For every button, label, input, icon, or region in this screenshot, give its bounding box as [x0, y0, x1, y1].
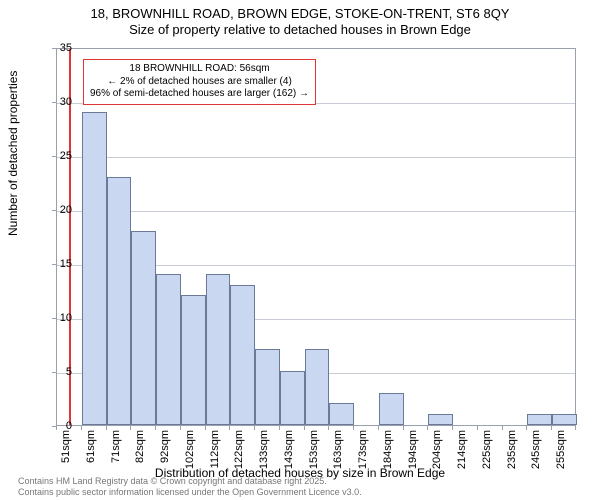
- x-tick-mark: [427, 426, 428, 430]
- footer-line-1: Contains HM Land Registry data © Crown c…: [18, 476, 362, 487]
- footer-line-2: Contains public sector information licen…: [18, 487, 362, 498]
- x-tick-mark: [229, 426, 230, 430]
- x-tick-label: 122sqm: [233, 430, 245, 469]
- histogram-bar: [82, 112, 107, 425]
- annotation-line-1: 18 BROWNHILL ROAD: 56sqm: [90, 63, 309, 76]
- histogram-bar: [131, 231, 156, 425]
- x-tick-mark: [551, 426, 552, 430]
- y-tick-mark: [52, 210, 56, 211]
- histogram-bar: [230, 285, 255, 425]
- x-tick-mark: [254, 426, 255, 430]
- x-tick-mark: [378, 426, 379, 430]
- x-tick-mark: [304, 426, 305, 430]
- x-tick-label: 245sqm: [530, 430, 542, 469]
- gridline: [57, 157, 575, 158]
- x-tick-mark: [155, 426, 156, 430]
- plot-area: 18 BROWNHILL ROAD: 56sqm ← 2% of detache…: [56, 48, 576, 426]
- y-tick-mark: [52, 372, 56, 373]
- x-tick-mark: [279, 426, 280, 430]
- x-tick-mark: [130, 426, 131, 430]
- x-tick-label: 153sqm: [308, 430, 320, 469]
- gridline: [57, 211, 575, 212]
- histogram-bar: [379, 393, 404, 425]
- x-tick-label: 61sqm: [85, 430, 97, 463]
- x-tick-label: 112sqm: [209, 430, 221, 468]
- footer-text: Contains HM Land Registry data © Crown c…: [18, 476, 362, 498]
- x-tick-mark: [403, 426, 404, 430]
- x-tick-mark: [477, 426, 478, 430]
- y-tick-mark: [52, 264, 56, 265]
- x-tick-label: 214sqm: [456, 430, 468, 469]
- annotation-line-2: ← 2% of detached houses are smaller (4): [90, 76, 309, 89]
- x-tick-label: 173sqm: [357, 430, 369, 469]
- x-tick-mark: [56, 426, 57, 430]
- x-tick-mark: [353, 426, 354, 430]
- histogram-bar: [305, 349, 330, 425]
- annotation-line-3: 96% of semi-detached houses are larger (…: [90, 88, 309, 101]
- x-tick-label: 255sqm: [555, 430, 567, 469]
- x-tick-label: 92sqm: [159, 430, 171, 463]
- title-line-2: Size of property relative to detached ho…: [0, 22, 600, 38]
- x-tick-mark: [180, 426, 181, 430]
- x-tick-label: 143sqm: [283, 430, 295, 469]
- y-tick-mark: [52, 48, 56, 49]
- histogram-bar: [156, 274, 181, 425]
- histogram-bar: [206, 274, 231, 425]
- x-tick-label: 204sqm: [431, 430, 443, 469]
- histogram-bar: [255, 349, 280, 425]
- x-tick-label: 51sqm: [60, 430, 72, 463]
- x-tick-mark: [106, 426, 107, 430]
- histogram-bar: [107, 177, 132, 425]
- x-tick-mark: [81, 426, 82, 430]
- y-axis-label: Number of detached properties: [6, 71, 20, 236]
- histogram-bar: [527, 414, 552, 425]
- annotation-box: 18 BROWNHILL ROAD: 56sqm ← 2% of detache…: [83, 59, 316, 105]
- y-tick-mark: [52, 318, 56, 319]
- x-tick-label: 82sqm: [134, 430, 146, 463]
- chart-container: 18, BROWNHILL ROAD, BROWN EDGE, STOKE-ON…: [0, 0, 600, 500]
- histogram-bar: [552, 414, 577, 425]
- y-tick-mark: [52, 156, 56, 157]
- x-tick-label: 235sqm: [506, 430, 518, 469]
- title-line-1: 18, BROWNHILL ROAD, BROWN EDGE, STOKE-ON…: [0, 6, 600, 22]
- histogram-bar: [181, 295, 206, 425]
- x-tick-mark: [502, 426, 503, 430]
- x-tick-label: 102sqm: [184, 430, 196, 469]
- x-tick-label: 133sqm: [258, 430, 270, 469]
- x-tick-label: 225sqm: [481, 430, 493, 469]
- x-tick-mark: [205, 426, 206, 430]
- x-tick-mark: [575, 426, 576, 430]
- x-tick-label: 71sqm: [110, 430, 122, 463]
- histogram-bar: [280, 371, 305, 425]
- x-tick-mark: [452, 426, 453, 430]
- y-tick-mark: [52, 102, 56, 103]
- x-tick-label: 163sqm: [332, 430, 344, 469]
- x-tick-mark: [526, 426, 527, 430]
- x-tick-mark: [328, 426, 329, 430]
- histogram-bar: [428, 414, 453, 425]
- x-tick-label: 194sqm: [407, 430, 419, 469]
- histogram-bar: [329, 403, 354, 425]
- chart-title: 18, BROWNHILL ROAD, BROWN EDGE, STOKE-ON…: [0, 0, 600, 39]
- x-tick-label: 184sqm: [382, 430, 394, 469]
